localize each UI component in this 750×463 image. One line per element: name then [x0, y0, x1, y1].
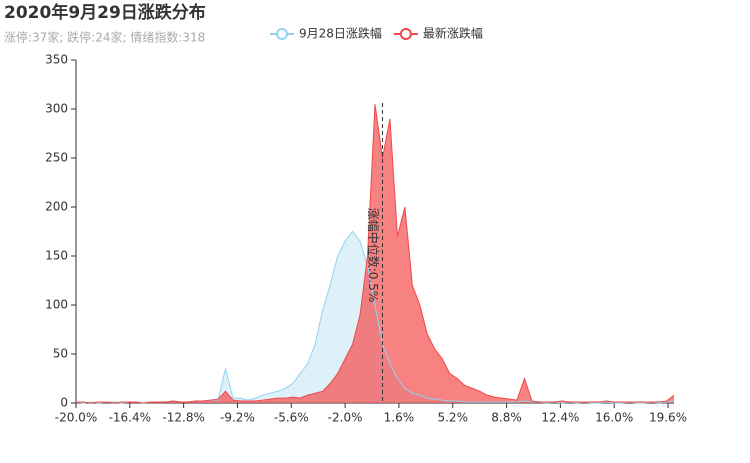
x-tick-label: 19.6% [649, 411, 687, 425]
x-tick-label: 12.4% [541, 411, 579, 425]
chart-subtitle: 涨停:37家; 跌停:24家; 情绪指数:318 [4, 30, 205, 45]
chart-title: 2020年9月29日涨跌分布 [4, 2, 206, 23]
y-tick-label: 0 [60, 396, 68, 410]
x-tick-label: -16.4% [109, 411, 151, 425]
legend: 9月28日涨跌幅 最新涨跌幅 [270, 26, 483, 41]
x-tick-label: -9.2% [220, 411, 255, 425]
x-tick-label: 5.2% [437, 411, 468, 425]
y-tick-label: 50 [53, 347, 68, 361]
x-tick-label: -12.8% [162, 411, 204, 425]
legend-icon [399, 28, 412, 40]
y-tick-label: 250 [45, 151, 68, 165]
x-tick-label: 16.0% [595, 411, 633, 425]
y-tick-label: 350 [45, 53, 68, 67]
legend-label: 9月28日涨跌幅 [299, 26, 382, 41]
x-tick-label: 8.8% [491, 411, 522, 425]
x-tick-label: -20.0% [55, 411, 97, 425]
x-tick-label: 1.6% [384, 411, 415, 425]
y-tick-label: 300 [45, 102, 68, 116]
x-tick-label: -5.6% [274, 411, 309, 425]
y-tick-label: 200 [45, 200, 68, 214]
legend-label: 最新涨跌幅 [423, 26, 483, 41]
x-tick-label: -2.0% [328, 411, 363, 425]
y-tick-label: 150 [45, 249, 68, 263]
series-line [76, 104, 675, 404]
median-label: 涨幅中位数:0.5% [366, 208, 381, 303]
legend-icon [276, 28, 288, 40]
area-fill [76, 104, 674, 403]
y-tick-label: 100 [45, 298, 68, 312]
